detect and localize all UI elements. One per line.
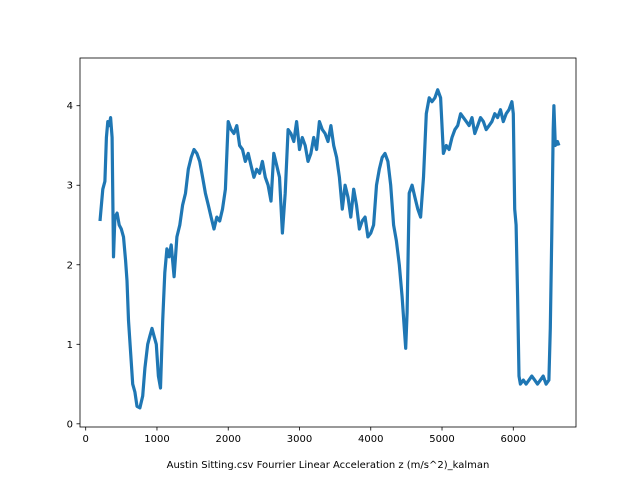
axes-frame (79, 57, 577, 428)
y-tick-label: 4 (67, 101, 73, 112)
y-tick-label: 0 (67, 419, 73, 430)
axes: 0 1000 2000 3000 4000 5000 6000 0 1 2 3 4 (67, 57, 577, 445)
y-tick-label: 1 (67, 340, 73, 351)
y-tick-label: 2 (67, 260, 73, 271)
x-axis-label: Austin Sitting.csv Fourrier Linear Accel… (167, 460, 490, 471)
x-tick-label: 4000 (358, 434, 383, 445)
series-line-0 (98, 88, 561, 410)
x-tick-label: 2000 (216, 434, 241, 445)
x-tick-label: 3000 (287, 434, 312, 445)
x-tick-label: 1000 (144, 434, 169, 445)
x-tick-label: 0 (83, 434, 89, 445)
x-tick-label: 6000 (501, 434, 526, 445)
y-tick-label: 3 (67, 181, 73, 192)
plot-area (98, 88, 561, 410)
x-tick-label: 5000 (429, 434, 454, 445)
